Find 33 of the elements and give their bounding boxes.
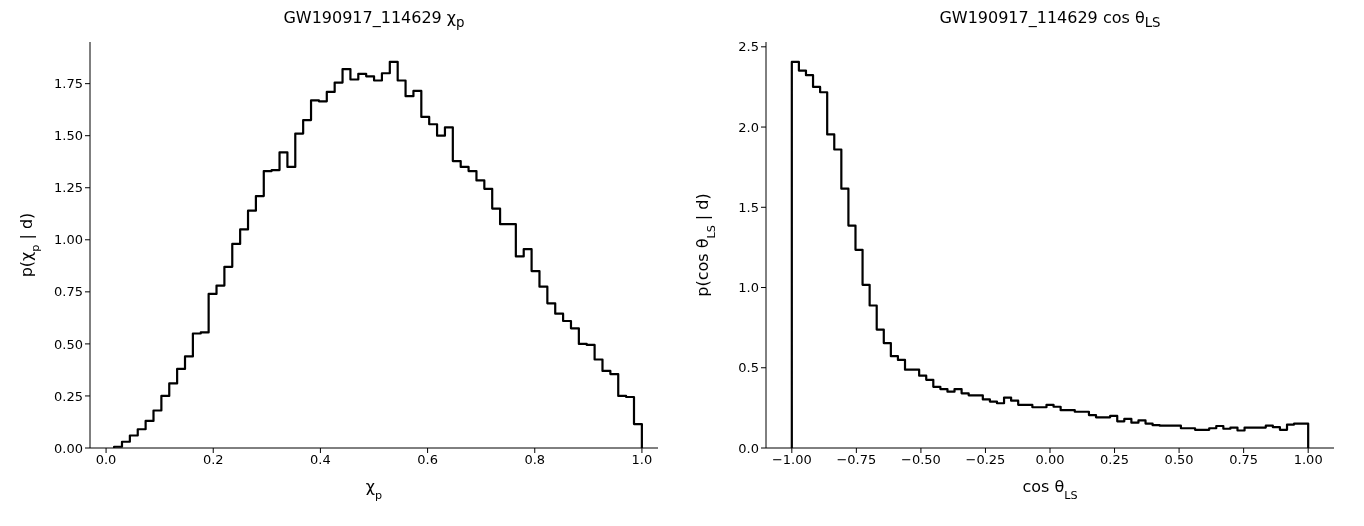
y-tick-label: 0.5 — [738, 360, 759, 376]
y-tick-label: 0.00 — [54, 440, 83, 456]
x-tick-label: 0.4 — [310, 452, 331, 468]
y-tick-label: 1.50 — [54, 128, 83, 144]
x-tick-label: 0.2 — [202, 452, 224, 468]
x-tick-label: 1.00 — [1293, 452, 1323, 468]
y-tick-label: 0.25 — [54, 388, 83, 404]
x-axis-title: cos θ$_{LS}$ — [1022, 477, 1078, 502]
y-tick-label: 0.0 — [738, 440, 759, 456]
x-tick-label: −1.00 — [771, 452, 812, 468]
y-tick-label: 1.5 — [738, 199, 759, 215]
x-tick-label: 0.6 — [417, 452, 438, 468]
y-tick-label: 1.25 — [54, 180, 83, 196]
x-tick-label: −0.25 — [965, 452, 1006, 468]
chart-title: GW190917_114629 cos θ$_{LS}$ — [938, 8, 1162, 33]
x-tick-label: 0.00 — [1035, 452, 1065, 468]
x-tick-label: 0.8 — [524, 452, 546, 468]
x-tick-label: −0.75 — [836, 452, 877, 468]
x-tick-label: 0.75 — [1229, 452, 1259, 468]
y-tick-label: 1.00 — [54, 232, 83, 248]
x-tick-label: 0.0 — [95, 452, 117, 468]
y-tick-label: 1.0 — [738, 280, 759, 296]
y-tick-label: 2.5 — [738, 39, 759, 55]
y-tick-label: 0.50 — [54, 336, 83, 352]
y-tick-label: 2.0 — [738, 119, 759, 135]
chart-title: GW190917_114629 χ$_{p}$ — [282, 8, 466, 33]
x-tick-label: 0.50 — [1164, 452, 1194, 468]
x-tick-label: 0.25 — [1100, 452, 1130, 468]
x-axis-title: χ$_{p}$ — [365, 477, 383, 502]
y-tick-label: 1.75 — [54, 76, 83, 92]
x-tick-label: −0.50 — [900, 452, 941, 468]
y-tick-label: 0.75 — [54, 284, 83, 300]
x-tick-label: 1.0 — [631, 452, 653, 468]
